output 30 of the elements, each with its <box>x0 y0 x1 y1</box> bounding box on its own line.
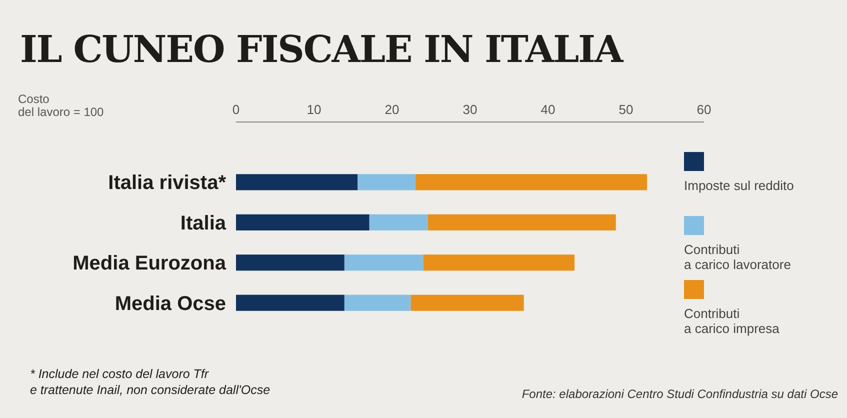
y-tick-label: Italia rivista* <box>108 172 226 194</box>
chart-title: IL CUNEO FISCALE IN ITALIA <box>20 27 624 71</box>
bar <box>236 174 358 190</box>
bar <box>415 174 648 190</box>
bar <box>358 174 416 190</box>
legend-label: Contributi a carico lavoratore <box>684 242 791 272</box>
bar <box>236 214 370 230</box>
bar <box>428 214 616 230</box>
bar <box>410 294 524 311</box>
bar <box>423 254 575 271</box>
x-tick-label: 50 <box>618 102 634 117</box>
x-tick-label: 30 <box>462 102 478 117</box>
x-tick-label: 20 <box>384 102 400 117</box>
text: * Include nel costo del lavoro Tfr e trattenute Inail, non considerate dall'Ocse <box>30 367 270 397</box>
x-axis-title: Costo del lavoro = 100 <box>18 92 104 119</box>
source-note: Fonte: elaborazioni Centro Studi Confindustria su dati Ocse <box>522 387 838 401</box>
y-tick-label: Italia <box>180 212 227 234</box>
bar <box>236 294 344 311</box>
bar <box>236 254 344 271</box>
y-tick-label: Media Eurozona <box>72 252 227 275</box>
y-tick-label: Media Ocse <box>114 292 226 315</box>
bar <box>344 294 411 311</box>
x-tick-label: 40 <box>540 102 556 117</box>
legend-label: Imposte sul reddito <box>684 178 794 193</box>
x-tick-label: 60 <box>696 102 712 117</box>
bar <box>344 254 424 271</box>
x-tick-label: 0 <box>232 102 240 117</box>
bar <box>369 214 428 230</box>
legend-label: Contributi a carico impresa <box>684 306 780 336</box>
x-tick-label: 10 <box>306 102 322 117</box>
